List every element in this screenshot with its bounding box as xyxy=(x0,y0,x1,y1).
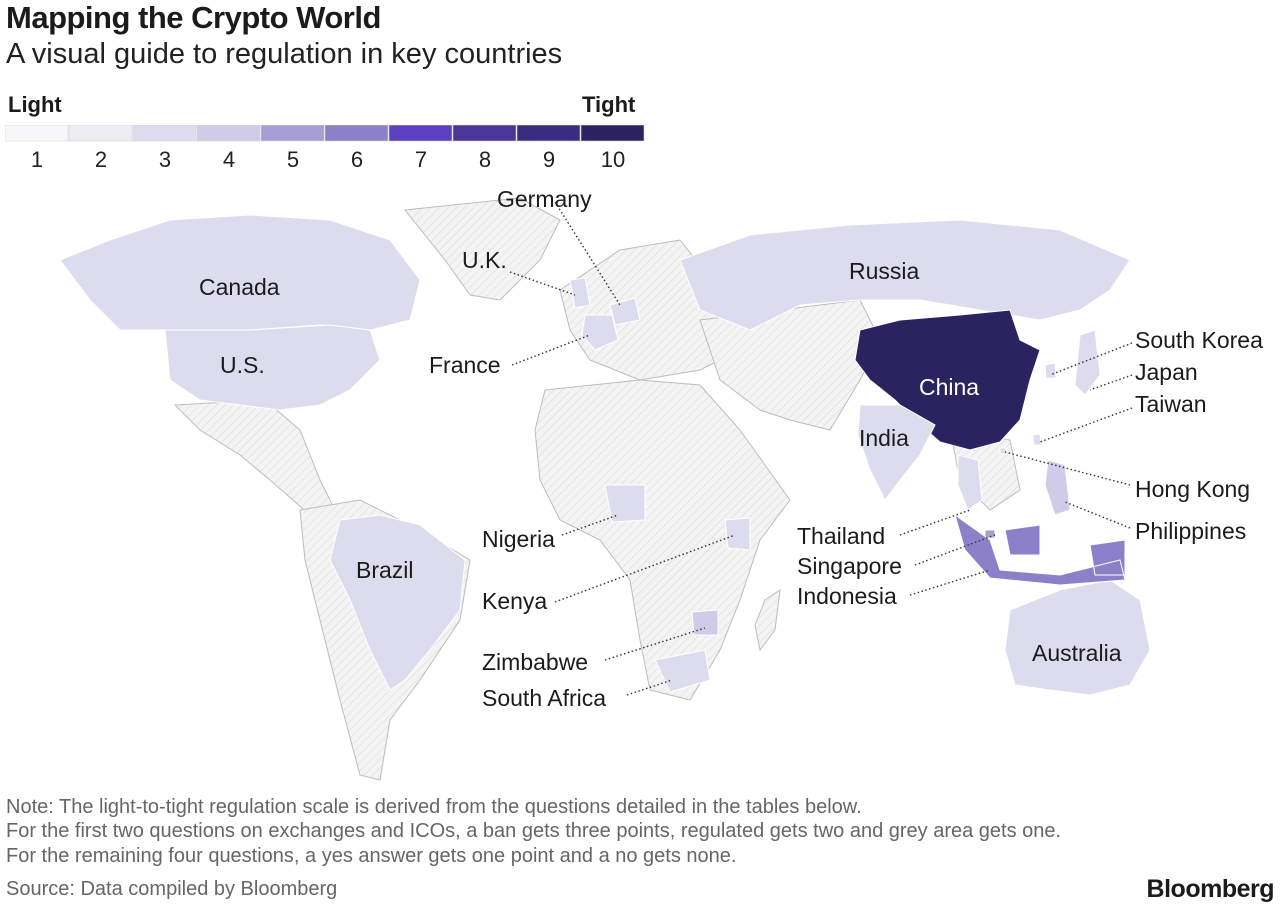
chart-title: Mapping the Crypto World xyxy=(6,0,381,35)
label-germany: Germany xyxy=(497,186,592,212)
leader-hong-kong xyxy=(1004,451,1131,486)
country-u-s xyxy=(164,324,381,411)
country-zimbabwe xyxy=(691,609,719,636)
africa-shape xyxy=(534,379,791,701)
scale-tick-label: 10 xyxy=(601,147,625,172)
scale-tick-label: 4 xyxy=(223,147,235,172)
label-indonesia: Indonesia xyxy=(797,583,897,609)
country-singapore xyxy=(984,529,996,539)
country-indonesia xyxy=(954,513,1126,586)
scale-tick-label: 3 xyxy=(159,147,171,172)
country-russia xyxy=(679,219,1131,331)
scale-high-label: Tight xyxy=(582,92,636,117)
country-philippines xyxy=(1044,459,1071,516)
scale-tick-label: 8 xyxy=(479,147,491,172)
scale-swatch-10 xyxy=(580,125,645,142)
label-philippines: Philippines xyxy=(1135,518,1247,544)
label-taiwan: Taiwan xyxy=(1135,391,1207,417)
label-russia: Russia xyxy=(849,258,920,284)
country-australia xyxy=(1004,579,1151,696)
scale-tick-label: 1 xyxy=(31,147,43,172)
country-france xyxy=(581,314,619,351)
middle-east-asia-shape xyxy=(699,299,881,431)
country-india xyxy=(857,404,936,501)
leader-zimbabwe xyxy=(604,627,706,661)
label-china: China xyxy=(919,374,980,400)
country-u-k xyxy=(569,277,591,309)
label-brazil: Brazil xyxy=(356,557,414,583)
label-thailand: Thailand xyxy=(797,523,886,549)
country-taiwan xyxy=(1032,433,1042,446)
leader-taiwan xyxy=(1039,407,1133,443)
label-zimbabwe: Zimbabwe xyxy=(482,649,589,675)
madagascar-shape xyxy=(754,588,781,652)
scale-swatch-6 xyxy=(324,125,389,142)
label-singapore: Singapore xyxy=(797,553,902,579)
scale-low-label: Light xyxy=(8,92,62,117)
scale-swatch-8 xyxy=(452,125,517,142)
label-us: U.S. xyxy=(220,352,265,378)
country-kenya xyxy=(724,517,751,551)
label-kenya: Kenya xyxy=(482,588,548,614)
label-hong-kong: Hong Kong xyxy=(1135,476,1251,502)
scale-swatch-7 xyxy=(388,125,453,142)
label-japan: Japan xyxy=(1135,359,1198,385)
scale-tick-label: 2 xyxy=(95,147,107,172)
scale-swatch-5 xyxy=(260,125,325,142)
chart-subtitle: A visual guide to regulation in key coun… xyxy=(6,38,563,70)
country-germany xyxy=(609,297,641,326)
world-map: Canada U.S. Brazil Russia China India Au… xyxy=(0,180,1280,790)
scale-swatch-3 xyxy=(132,125,197,142)
label-south-africa: South Africa xyxy=(482,685,607,711)
country-south-korea xyxy=(1044,362,1057,379)
country-thailand xyxy=(957,454,983,511)
label-nigeria: Nigeria xyxy=(482,526,555,552)
country-canada xyxy=(59,214,421,331)
scale-swatch-9 xyxy=(516,125,581,142)
greenland-shape xyxy=(404,197,561,301)
source-note: Source: Data compiled by Bloomberg xyxy=(6,878,338,900)
label-france: France xyxy=(429,352,501,378)
leader-thailand xyxy=(899,509,971,536)
mexico-central-america-shape xyxy=(173,399,336,516)
country-japan xyxy=(1074,329,1101,396)
label-canada: Canada xyxy=(199,274,280,300)
country-brazil xyxy=(329,514,466,691)
country-china xyxy=(854,309,1041,451)
scale-swatch-1 xyxy=(5,125,69,142)
color-scale-legend: 1 2 3 4 5 6 7 8 9 10 xyxy=(5,125,645,172)
label-australia: Australia xyxy=(1032,640,1122,666)
world-map-svg xyxy=(59,197,1151,781)
country-south-africa xyxy=(654,649,711,693)
scale-swatch-2 xyxy=(68,125,133,142)
leader-germany xyxy=(554,201,621,306)
scale-tick-label: 6 xyxy=(351,147,363,172)
country-nigeria xyxy=(604,484,646,523)
leader-indonesia xyxy=(909,569,991,596)
scale-tick-label: 5 xyxy=(287,147,299,172)
scale-tick-label: 7 xyxy=(415,147,427,172)
note-line-1: Note: The light-to-tight regulation scal… xyxy=(6,796,862,818)
leader-philippines xyxy=(1064,501,1131,529)
bloomberg-logo: Bloomberg xyxy=(1146,875,1275,903)
country-hong-kong xyxy=(999,447,1007,455)
leader-south-korea xyxy=(1049,342,1133,376)
note-line-2: For the first two questions on exchanges… xyxy=(6,820,1062,842)
note-line-3: For the remaining four questions, a yes … xyxy=(6,845,737,867)
scale-tick-label: 9 xyxy=(543,147,555,172)
label-uk: U.K. xyxy=(462,247,507,273)
leader-japan xyxy=(1089,374,1133,391)
label-south-korea: South Korea xyxy=(1135,327,1263,353)
label-india: India xyxy=(859,425,909,451)
leader-uk xyxy=(509,271,576,296)
leader-kenya xyxy=(554,534,736,603)
scale-swatch-4 xyxy=(196,125,261,142)
